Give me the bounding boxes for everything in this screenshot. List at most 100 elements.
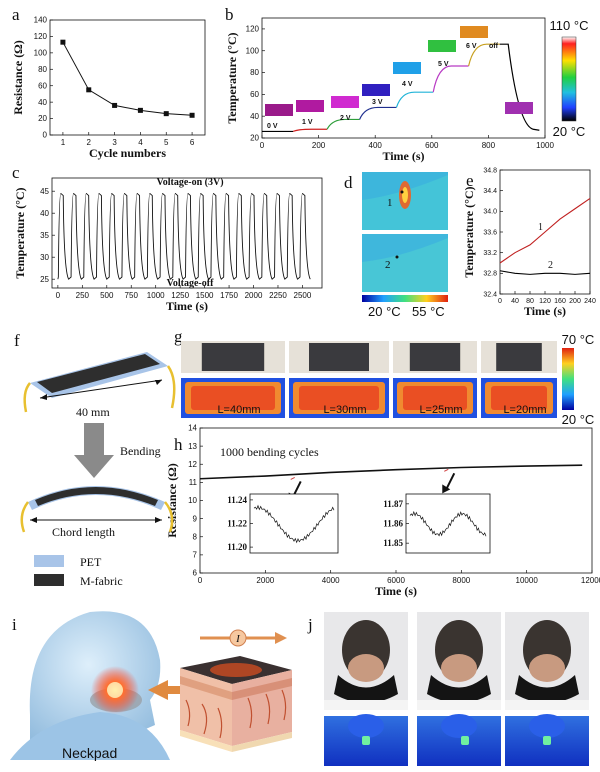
photo-fabric	[201, 343, 265, 371]
chart-c-line	[57, 192, 311, 280]
photos-thermal-g: L=40mm L=30mm L=25mm L=20mm	[181, 341, 557, 418]
thermal-core	[491, 386, 547, 410]
chart-e-ytick-label: 34.8	[483, 167, 497, 174]
chart-h-inset-trace	[409, 510, 487, 537]
chart-h-xtick-label: 10000	[516, 576, 539, 585]
chart-b-ytick-label: 40	[250, 112, 259, 121]
schematic-f: 40 mm Bending Chord length PET M-fabric	[20, 352, 176, 588]
thermal-length-label: L=20mm	[503, 404, 546, 416]
chart-a-point	[112, 102, 118, 108]
chart-c-annotation-off: Voltage-off	[167, 278, 215, 289]
chart-b-thumbnail	[460, 26, 488, 38]
chart-b-segment	[292, 128, 328, 133]
chart-c-xtick-label: 2500	[294, 291, 312, 300]
chart-h-inset-ytick-label: 11.22	[227, 519, 247, 529]
chart-b-thumbnail	[505, 102, 533, 114]
scale-d-max: 55 °C	[412, 304, 445, 319]
chart-b-ytick-label: 20	[250, 134, 259, 143]
chart-e-xtick-label: 160	[554, 298, 566, 305]
chart-a-line	[62, 41, 193, 116]
thermal-hotspot	[362, 736, 370, 745]
chart-b-ytick-label: 100	[246, 46, 260, 55]
chart-a-xtick-label: 5	[164, 138, 169, 147]
chart-h-inset-ytick-label: 11.24	[227, 495, 247, 505]
chart-c-xtick-label: 1250	[171, 291, 189, 300]
chart-c-xtick-label: 500	[100, 291, 114, 300]
thermal-hotspot	[461, 736, 469, 745]
photo-neckpad	[334, 675, 398, 703]
current-label: I	[235, 633, 241, 645]
colorbar-b-max: 110 °C	[550, 18, 589, 33]
chart-e-series-1	[499, 197, 591, 264]
chart-e-xtick-label: 200	[569, 298, 581, 305]
chart-h-zoom-arrow	[445, 472, 456, 490]
chart-h-sample-marker	[290, 477, 295, 480]
chart-e-ytick-label: 33.2	[483, 250, 497, 257]
chart-h-inset-ytick-label: 11.20	[227, 542, 247, 552]
chart-c-xtick-label: 0	[56, 291, 61, 300]
chart-a-xtick-label: 2	[87, 138, 92, 147]
colorbar-b-min: 20 °C	[553, 124, 586, 139]
chart-b-voltage-label: 5 V	[438, 61, 449, 68]
chart-e-ylabel: Temperature (°C)	[462, 186, 476, 277]
chart-e-ytick-label: 33.6	[483, 229, 497, 236]
chart-h-ytick-label: 6	[193, 569, 198, 578]
chart-h-inset-2	[405, 493, 491, 554]
chart-e-series-label-1: 1	[538, 222, 543, 233]
thermal-label-2: 2	[385, 259, 391, 271]
chart-h-ytick-label: 12	[188, 460, 197, 469]
arrow-to-skin	[148, 680, 188, 700]
chart-b-voltage-label: 1 V	[302, 119, 313, 126]
chart-b-xlabel: Time (s)	[382, 149, 424, 163]
chart-c-cycling-temperature: 0 250 500 750 1000 1250 1500 1750 2000 2250 2500 25…	[13, 177, 323, 313]
chart-b-segment	[468, 43, 500, 67]
chart-e-ytick-label: 34.4	[483, 188, 497, 195]
chart-a-ytick-label: 120	[34, 32, 48, 41]
chart-h-title: 1000 bending cycles	[220, 445, 319, 459]
thermal-length-label: L=30mm	[323, 404, 366, 416]
colorbar-g-max: 70 °C	[562, 332, 595, 347]
chart-a-ytick-label: 80	[38, 65, 47, 74]
chart-e-xlabel: Time (s)	[524, 304, 566, 318]
thermal-head-outline	[348, 714, 384, 738]
chart-c-annotation-on: Voltage-on (3V)	[156, 177, 223, 188]
chart-c-xlabel: Time (s)	[166, 299, 208, 313]
chart-h-ytick-label: 13	[188, 442, 197, 451]
chart-h-ytick-label: 11	[189, 478, 198, 487]
chart-b-ylabel: Temperature (°C)	[225, 32, 239, 123]
chart-e-point-temperature: 0 40 80 120 160 200 240 32.4 32.8 33.2 33.6 34.0 34.…	[462, 167, 596, 318]
chart-h-xtick-label: 4000	[322, 576, 340, 585]
chart-c-xtick-label: 1500	[196, 291, 214, 300]
chart-a-point	[163, 111, 169, 117]
chart-a-xtick-label: 6	[190, 138, 195, 147]
thermal-hotspot	[543, 736, 551, 745]
photo-shirt	[417, 700, 501, 710]
thermal-head-outline	[529, 714, 565, 738]
chart-a-ytick-label: 40	[38, 98, 47, 107]
chart-h-inset-trace	[253, 504, 335, 544]
chart-e-xtick-label: 120	[539, 298, 551, 305]
thermal-label-1: 1	[387, 197, 393, 209]
illustration-i: Neckpad I	[10, 611, 292, 761]
photo-neck-skin	[348, 654, 384, 682]
chart-b-thumbnail	[362, 84, 390, 96]
colorbar-g-min: 20 °C	[562, 412, 595, 427]
chart-c-ytick-label: 45	[40, 187, 49, 196]
panel-letter-f: f	[14, 331, 20, 350]
thermal-core	[403, 386, 467, 410]
panel-letter-h: h	[174, 435, 183, 454]
neckpad-label: Neckpad	[62, 745, 117, 761]
chart-h-inset-ytick-label: 11.86	[383, 519, 403, 529]
chart-h-line	[199, 464, 583, 480]
chart-h-zoom-arrowhead	[442, 484, 451, 494]
chart-h-xtick-label: 0	[198, 576, 203, 585]
chart-c-ytick-label: 30	[40, 253, 49, 262]
chart-e-xtick-label: 80	[526, 298, 534, 305]
chart-h-inset-ytick-label: 11.85	[383, 538, 403, 548]
thermal-images-d: 1 2 20 °C 55 °C	[362, 172, 448, 319]
thermal-core	[299, 386, 379, 410]
chart-b-segment	[432, 65, 469, 93]
chart-e-xtick-label: 240	[584, 298, 596, 305]
